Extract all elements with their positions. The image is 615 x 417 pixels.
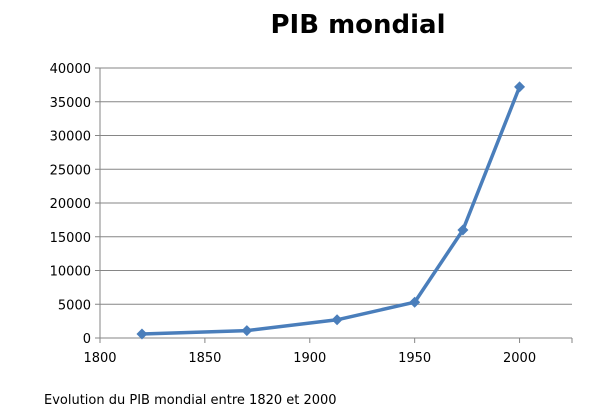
y-tick-label: 40000 — [50, 62, 91, 77]
data-point — [457, 224, 469, 236]
y-tick-label: 35000 — [50, 96, 91, 111]
x-tick-label: 1850 — [188, 351, 221, 366]
x-axis-ticks: 1800 1850 1900 1950 2000 — [83, 338, 573, 366]
y-tick-label: 25000 — [50, 163, 91, 178]
series-group — [136, 81, 526, 340]
data-point — [136, 328, 148, 340]
x-tick-label: 2000 — [503, 351, 536, 366]
data-point — [409, 296, 421, 308]
data-point — [241, 325, 253, 337]
data-point — [514, 81, 526, 93]
x-tick-label: 1800 — [83, 351, 116, 366]
y-axis-ticks: 0 5000 10000 15000 20000 25000 30000 35000 40000 — [50, 62, 100, 347]
y-tick-label: 15000 — [50, 231, 91, 246]
gridlines — [100, 67, 572, 305]
y-tick-label: 10000 — [50, 265, 91, 280]
chart-title: PIB mondial — [270, 10, 446, 40]
chart-caption: Evolution du PIB mondial entre 1820 et 2… — [44, 393, 337, 408]
y-tick-label: 0 — [83, 332, 91, 347]
series-line — [141, 86, 522, 336]
y-tick-label: 5000 — [58, 298, 91, 313]
data-point — [331, 314, 343, 326]
x-tick-label: 1900 — [293, 351, 326, 366]
y-tick-label: 20000 — [50, 197, 91, 212]
x-tick-label: 1950 — [398, 351, 431, 366]
y-tick-label: 30000 — [50, 130, 91, 145]
